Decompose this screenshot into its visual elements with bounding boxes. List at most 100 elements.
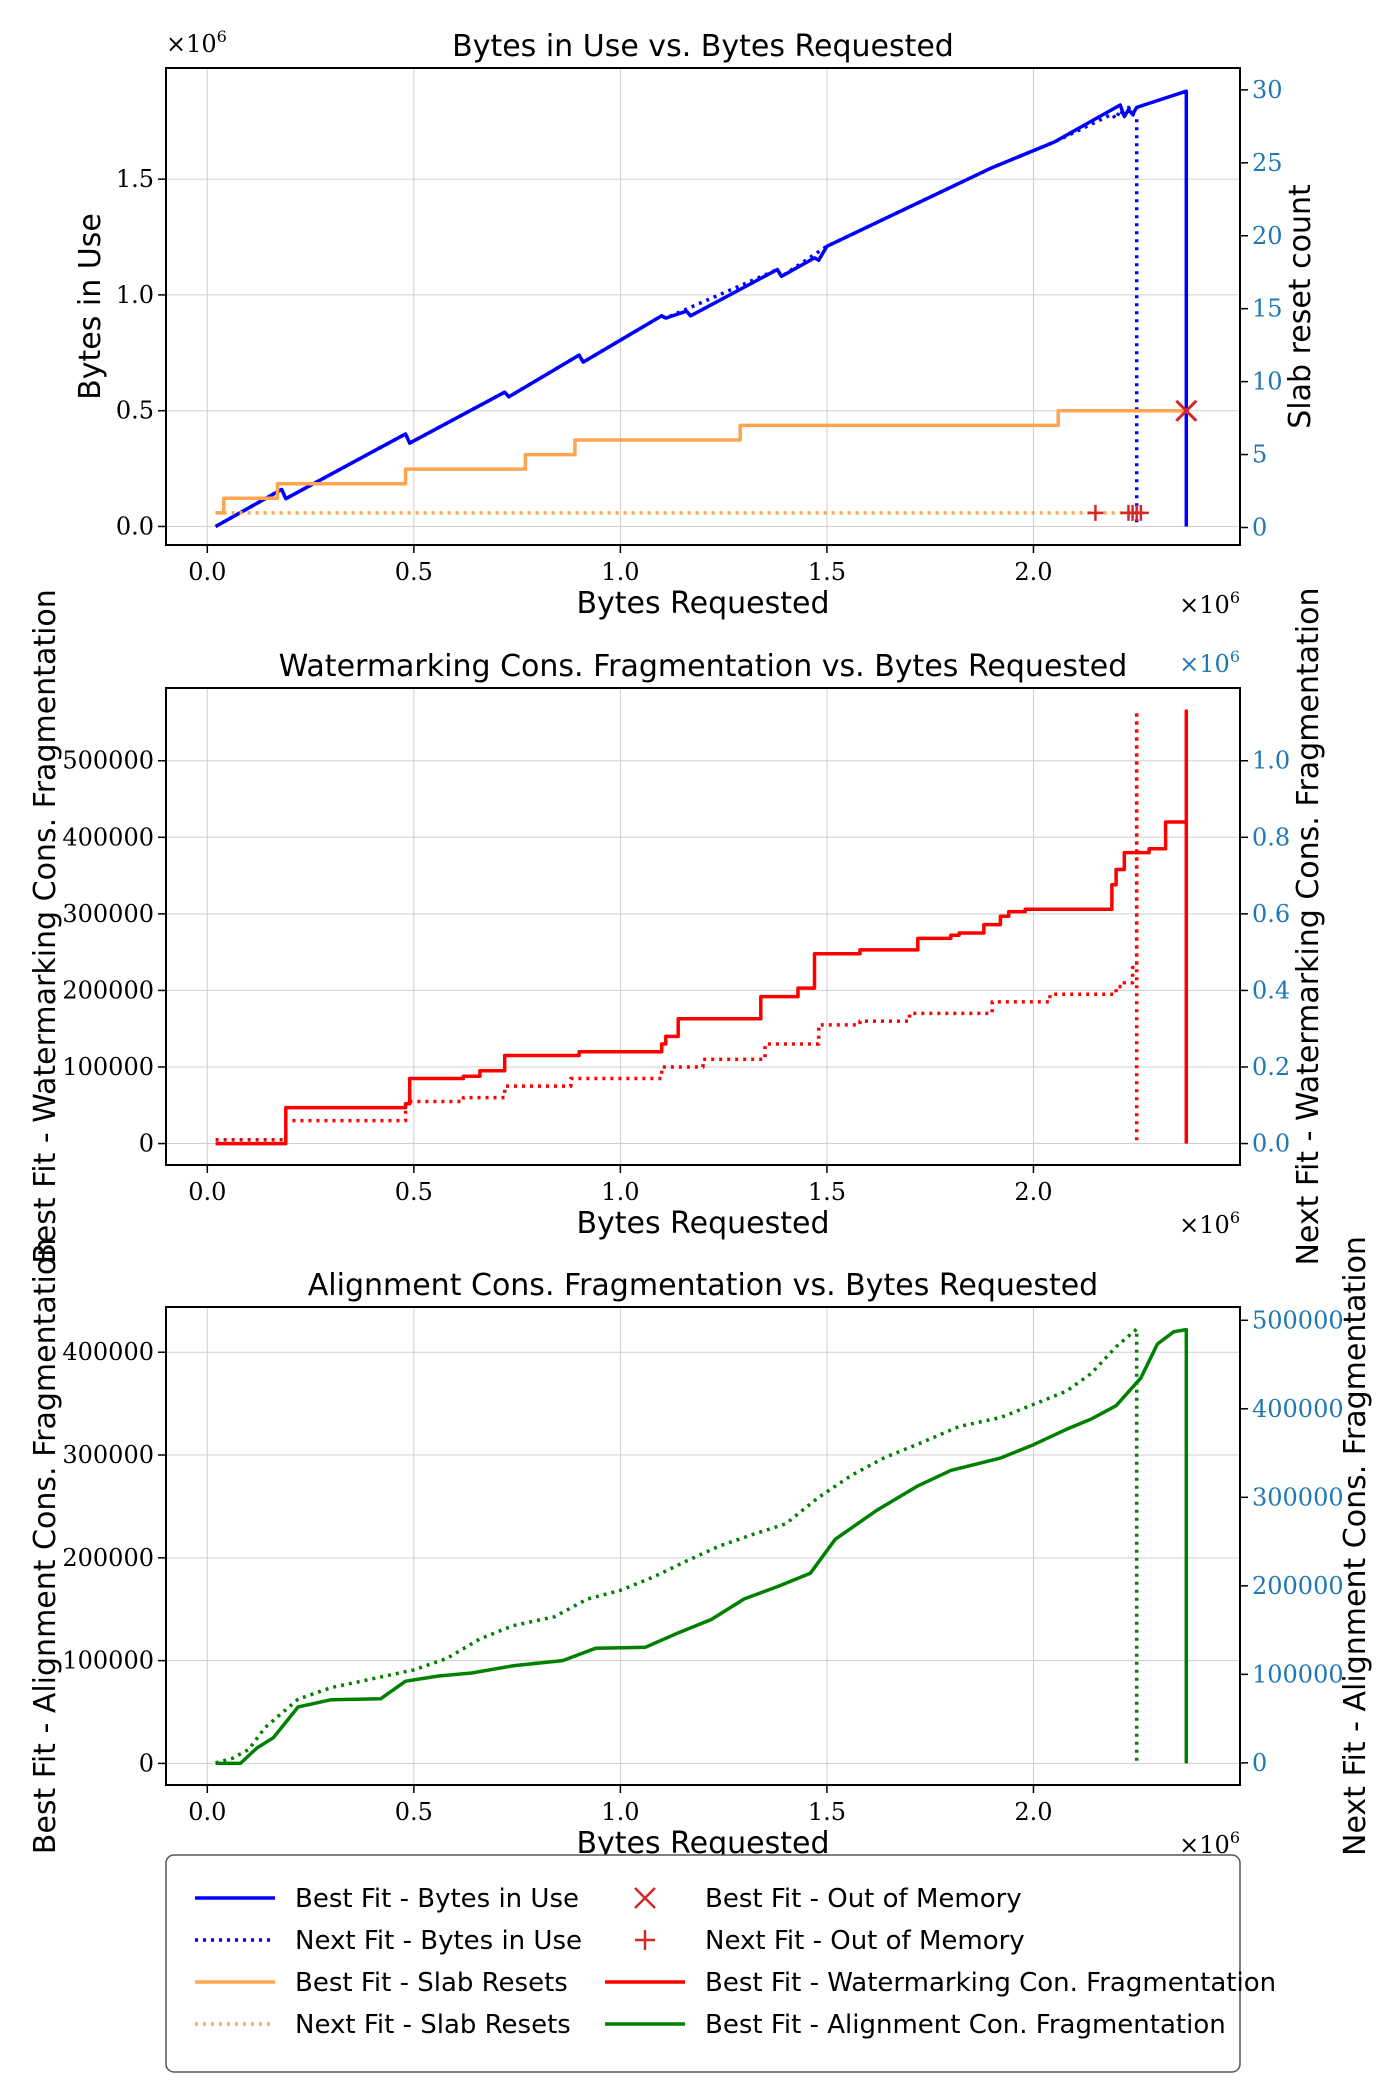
series-layer — [214, 89, 1189, 529]
x-tick-label: 1.0 — [601, 1798, 639, 1826]
x-tick-label: 1.0 — [601, 1178, 639, 1206]
x-multiplier-exponent: 6 — [1230, 588, 1240, 607]
y-tick-label: 0.5 — [116, 397, 154, 425]
x-multiplier-exponent: 6 — [1230, 1828, 1240, 1847]
best-fit-bytes-in-use-line — [214, 89, 1189, 529]
y2-tick-label: 20 — [1252, 222, 1283, 250]
y2-tick-label: 0 — [1252, 1749, 1267, 1777]
x-tick-label: 0.5 — [395, 1178, 433, 1206]
y2-tick-label: 0.4 — [1252, 976, 1290, 1004]
y2-tick-label: 1.0 — [1252, 747, 1290, 775]
y-tick-label: 0 — [139, 1130, 154, 1158]
x-tick-label: 0.5 — [395, 1798, 433, 1826]
x-tick-label: 2.0 — [1014, 558, 1052, 586]
y-multiplier: ×106 — [166, 27, 227, 58]
y-tick-label: 100000 — [62, 1053, 154, 1081]
x-multiplier-exponent: 6 — [1230, 1208, 1240, 1227]
y2-tick-label: 0.0 — [1252, 1130, 1290, 1158]
chart-panel-2: 0.0 0.5 1.0 1.5 2.0 0 100000 200000 300000 400000… — [28, 587, 1326, 1265]
y2-tick-label: 300000 — [1252, 1483, 1344, 1511]
x-tick-label: 0.5 — [395, 558, 433, 586]
y2-tick-label: 5 — [1252, 441, 1267, 469]
x-tick-label: 0.0 — [188, 1798, 226, 1826]
legend: Best Fit - Bytes in Use Next Fit - Bytes … — [165, 1854, 1276, 2073]
x-axis-label: Bytes Requested — [576, 586, 829, 621]
next-fit-watermarking-cons-fragmentation-line — [215, 709, 1139, 1144]
best-fit-slab-resets-line — [215, 409, 1187, 515]
chart-title: Alignment Cons. Fragmentation vs. Bytes … — [308, 1268, 1098, 1303]
y2-axis-label: Next Fit - Watermarking Cons. Fragmentat… — [1291, 587, 1326, 1265]
y2-tick-label: 0.2 — [1252, 1053, 1290, 1081]
plot-frame — [165, 67, 1241, 546]
y2-tick-label: 100000 — [1252, 1660, 1344, 1688]
y2-tick-label: 10 — [1252, 368, 1283, 396]
x-tick-label: 0.0 — [188, 558, 226, 586]
legend-label: Next Fit - Out of Memory — [705, 1926, 1025, 1956]
y2-multiplier: ×106 — [1179, 647, 1240, 678]
legend-label: Best Fit - Slab Resets — [295, 1968, 568, 1998]
y-tick-label: 200000 — [62, 1544, 154, 1572]
chart-panel-3: 0.0 0.5 1.0 1.5 2.0 0 100000 200000 300000 400000… — [28, 1236, 1373, 1861]
legend-label: Best Fit - Out of Memory — [705, 1884, 1022, 1914]
legend-label: Next Fit - Bytes in Use — [295, 1926, 582, 1956]
y-multiplier-exponent: 6 — [217, 27, 227, 46]
next-fit-out-of-memory-marker — [1087, 504, 1104, 521]
y2-tick-label: 0 — [1252, 513, 1267, 541]
y-tick-label: 200000 — [62, 976, 154, 1004]
y2-tick-label: 25 — [1252, 149, 1283, 177]
best-fit-watermarking-con-fragmentation-line — [215, 709, 1189, 1146]
y2-multiplier-exponent: 6 — [1230, 647, 1240, 666]
y-tick-label: 0 — [139, 1749, 154, 1777]
chart-panel-1: 0.0 0.5 1.0 1.5 2.0 0.0 0.5 1.0 1.5 0 5 10 15 20 25 30 B… — [73, 27, 1318, 621]
best-fit-out-of-memory-marker — [1175, 399, 1198, 422]
x-multiplier: ×106 — [1179, 588, 1240, 619]
y2-axis-label: Slab reset count — [1283, 184, 1318, 429]
y-tick-label: 300000 — [62, 900, 154, 928]
plot-frame — [165, 687, 1241, 1166]
y2-tick-label: 15 — [1252, 295, 1283, 323]
series-layer — [215, 1327, 1189, 1766]
next-fit-bytes-in-use-line — [214, 105, 1139, 529]
legend-label: Best Fit - Bytes in Use — [295, 1884, 579, 1914]
next-fit-out-of-memory-marker — [1132, 504, 1149, 521]
y2-tick-label: 0.8 — [1252, 823, 1290, 851]
x-tick-label: 1.5 — [808, 1798, 846, 1826]
x-tick-label: 1.5 — [808, 558, 846, 586]
y2-axis-label: Next Fit - Alignment Cons. Fragmentation — [1338, 1236, 1373, 1856]
y2-tick-label: 200000 — [1252, 1572, 1344, 1600]
legend-frame — [165, 1854, 1241, 2073]
series-layer — [215, 709, 1189, 1146]
y-tick-label: 400000 — [62, 823, 154, 851]
y2-tick-label: 400000 — [1252, 1395, 1344, 1423]
legend-label: Next Fit - Slab Resets — [295, 2010, 571, 2040]
x-tick-label: 2.0 — [1014, 1798, 1052, 1826]
y2-tick-label: 0.6 — [1252, 900, 1290, 928]
y-tick-label: 1.0 — [116, 281, 154, 309]
y-axis-label: Best Fit - Watermarking Cons. Fragmentat… — [28, 589, 63, 1264]
y-axis-label: Bytes in Use — [73, 213, 108, 400]
chart-title: Watermarking Cons. Fragmentation vs. Byt… — [279, 649, 1128, 684]
x-axis-label: Bytes Requested — [576, 1206, 829, 1241]
y-tick-label: 1.5 — [116, 165, 154, 193]
next-fit-out-of-memory-legend-marker — [635, 1930, 655, 1950]
legend-label: Best Fit - Watermarking Con. Fragmentati… — [705, 1968, 1276, 1998]
y2-tick-label: 30 — [1252, 76, 1283, 104]
y-tick-label: 0.0 — [116, 512, 154, 540]
x-tick-label: 2.0 — [1014, 1178, 1052, 1206]
best-fit-alignment-con-fragmentation-line — [215, 1327, 1189, 1766]
x-tick-label: 0.0 — [188, 1178, 226, 1206]
legend-label: Best Fit - Alignment Con. Fragmentation — [705, 2010, 1226, 2040]
y-tick-label: 300000 — [62, 1441, 154, 1469]
next-fit-alignment-cons-fragmentation-line — [215, 1327, 1139, 1765]
chart-title: Bytes in Use vs. Bytes Requested — [452, 29, 954, 64]
y2-tick-label: 500000 — [1252, 1306, 1344, 1334]
x-multiplier: ×106 — [1179, 1208, 1240, 1239]
y-tick-label: 100000 — [62, 1647, 154, 1675]
y-axis-label: Best Fit - Alignment Cons. Fragmentation — [28, 1238, 63, 1854]
plot-frame — [165, 1306, 1241, 1786]
y-tick-label: 400000 — [62, 1338, 154, 1366]
best-fit-out-of-memory-legend-marker — [634, 1887, 656, 1909]
x-tick-label: 1.0 — [601, 558, 639, 586]
x-tick-label: 1.5 — [808, 1178, 846, 1206]
